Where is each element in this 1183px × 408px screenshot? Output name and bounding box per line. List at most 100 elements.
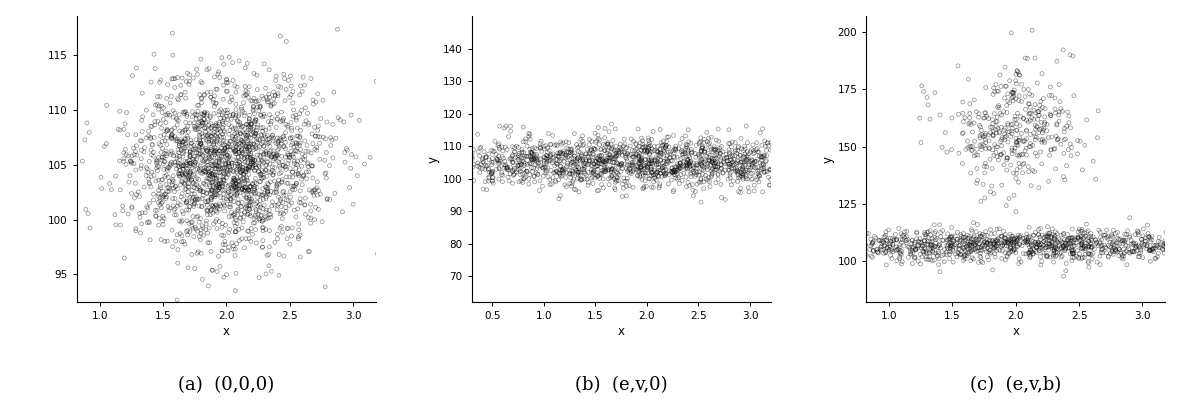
Point xyxy=(149,199,168,206)
Point xyxy=(556,154,575,161)
Point xyxy=(239,159,258,165)
Point xyxy=(309,123,328,129)
Point xyxy=(261,152,280,158)
Point xyxy=(1040,237,1059,244)
Point xyxy=(910,115,929,122)
Point xyxy=(1092,243,1111,249)
Point xyxy=(235,130,254,136)
Point xyxy=(1009,260,1028,267)
Point xyxy=(623,159,642,166)
Point xyxy=(244,108,263,114)
Point xyxy=(424,157,442,163)
Point xyxy=(826,239,845,246)
Point xyxy=(193,95,212,101)
Point xyxy=(952,233,971,239)
Point xyxy=(1028,80,1047,86)
Point xyxy=(981,238,1000,244)
Point xyxy=(573,151,592,158)
Point xyxy=(743,157,762,164)
Point xyxy=(177,143,196,149)
Point xyxy=(569,169,588,175)
Point xyxy=(1027,244,1046,251)
Point xyxy=(206,100,225,107)
Point xyxy=(1053,253,1072,259)
Point xyxy=(950,237,969,243)
Point xyxy=(945,233,964,239)
Point xyxy=(989,173,1008,179)
Point xyxy=(219,229,238,236)
Point xyxy=(820,260,839,266)
Point xyxy=(706,166,725,173)
Point xyxy=(848,144,867,151)
Point xyxy=(176,163,195,169)
Point xyxy=(733,247,752,254)
Point xyxy=(1008,235,1027,241)
Point xyxy=(731,159,750,166)
Point xyxy=(202,173,221,179)
Point xyxy=(174,151,193,157)
Point xyxy=(632,152,651,158)
Point xyxy=(739,162,758,168)
Point xyxy=(867,165,886,171)
Point xyxy=(213,151,232,157)
Point xyxy=(985,244,1004,250)
Point xyxy=(640,161,659,167)
Point xyxy=(998,254,1017,260)
Point xyxy=(916,237,935,244)
Point xyxy=(257,184,276,191)
Point xyxy=(180,228,199,235)
Point xyxy=(238,60,257,67)
Point xyxy=(215,150,234,156)
Point xyxy=(219,160,238,166)
Point xyxy=(547,156,565,163)
Point xyxy=(190,123,209,130)
Point xyxy=(1121,248,1140,255)
Point xyxy=(212,106,231,113)
Point xyxy=(607,153,626,159)
Point xyxy=(885,152,904,159)
Point xyxy=(200,239,219,246)
Point xyxy=(143,162,162,168)
Point xyxy=(1126,243,1145,249)
Point xyxy=(793,160,812,166)
Point xyxy=(189,219,208,225)
Point xyxy=(679,156,698,163)
Point xyxy=(201,191,220,197)
Point xyxy=(608,161,627,167)
Point xyxy=(875,243,894,249)
Point xyxy=(116,146,135,153)
Point xyxy=(771,145,790,151)
Point xyxy=(547,168,565,174)
Point xyxy=(812,154,830,160)
Point xyxy=(776,241,795,248)
Point xyxy=(537,169,556,175)
Point xyxy=(744,160,763,166)
Point xyxy=(796,157,815,164)
Point xyxy=(221,166,240,173)
Point xyxy=(286,115,305,121)
Point xyxy=(209,184,228,191)
Point xyxy=(724,230,743,237)
Point xyxy=(199,116,218,122)
Point xyxy=(241,156,260,163)
Point xyxy=(283,186,302,193)
Point xyxy=(1120,250,1139,257)
Point xyxy=(594,141,613,148)
Point xyxy=(1181,240,1183,246)
Point xyxy=(153,194,172,201)
Point xyxy=(155,215,174,222)
Point xyxy=(793,161,812,167)
Point xyxy=(626,146,645,153)
Point xyxy=(929,184,948,191)
Point xyxy=(233,108,252,115)
Point xyxy=(1162,232,1181,239)
Point xyxy=(1169,252,1183,258)
Point xyxy=(203,188,222,194)
Point xyxy=(168,186,187,192)
Point xyxy=(724,165,743,172)
Point xyxy=(971,254,990,261)
Point xyxy=(872,244,891,250)
Point xyxy=(241,184,260,190)
Point xyxy=(989,102,1008,109)
Point xyxy=(565,150,584,156)
